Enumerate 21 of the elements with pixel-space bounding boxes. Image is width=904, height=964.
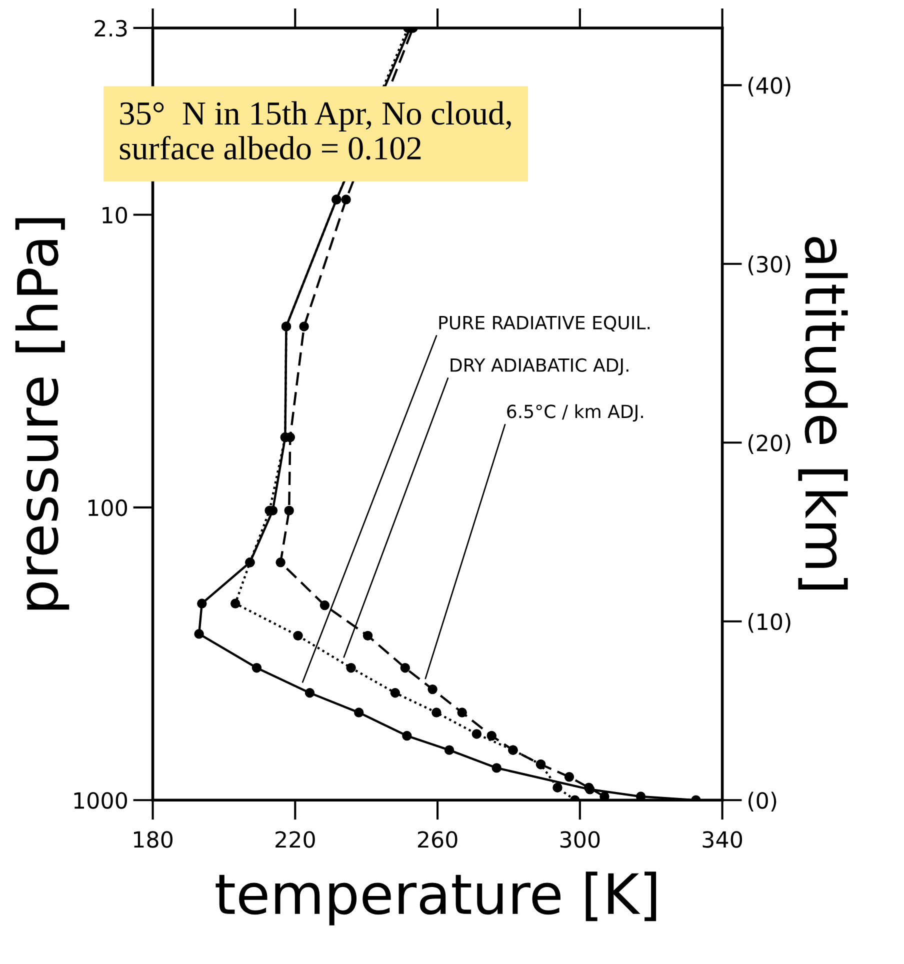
x-tick-label: 340 xyxy=(702,831,742,848)
y-tick-label: 100 xyxy=(88,499,127,516)
text: DRY ADIABATIC ADJ. xyxy=(450,358,628,376)
y-tick-label: 10 xyxy=(102,206,127,224)
y2-tick-label: (40) xyxy=(748,76,790,97)
y2-tick-label: (20) xyxy=(748,434,790,454)
annotation: 35° N in 15th Apr, No cloud, surface albedo = 0.102 xyxy=(120,101,511,160)
x-tick-label: 260 xyxy=(418,831,458,848)
x-tick-label: 220 xyxy=(276,831,315,848)
y2-tick-label: (0) xyxy=(748,792,776,812)
text: PURE RADIATIVE EQUIL. xyxy=(439,316,650,332)
y2-tick-label: (10) xyxy=(748,612,790,633)
x-tick-label: 300 xyxy=(560,831,600,848)
y-tick-label: 1000 xyxy=(74,792,127,809)
x-tick-label: 180 xyxy=(134,831,173,848)
y-axis-title: pressure [hPa] xyxy=(15,218,70,610)
text: 6.5°C / km ADJ. xyxy=(507,404,643,422)
y2-axis-title: altitude [km] xyxy=(798,237,848,590)
x-axis-title: temperature [K] xyxy=(216,872,656,926)
y2-tick-label: (30) xyxy=(748,255,790,276)
y-tick-label: 2.3 xyxy=(94,20,127,37)
